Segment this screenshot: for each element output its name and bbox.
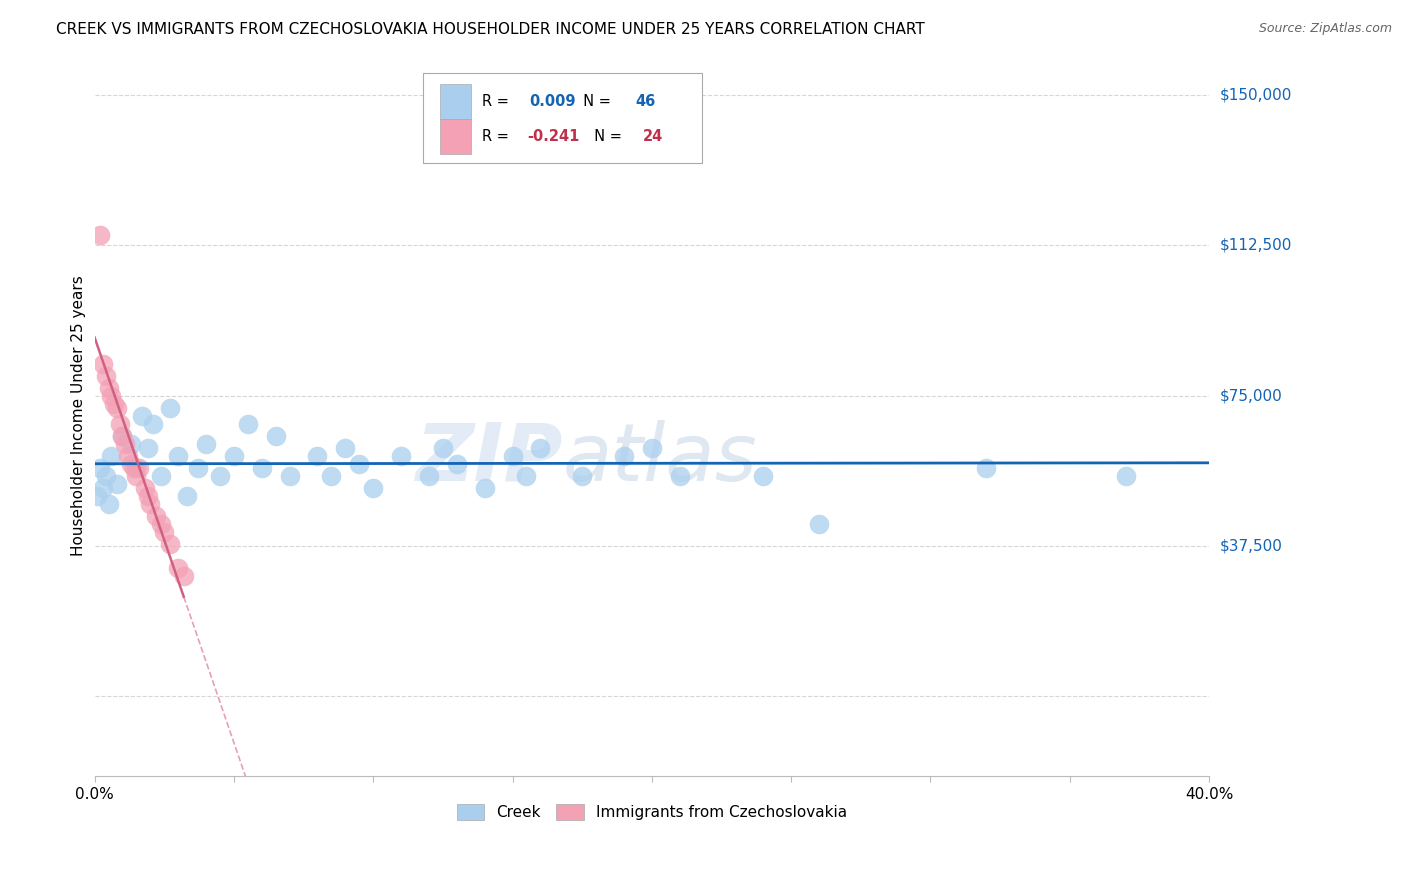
- Point: [515, 468, 537, 483]
- Point: [389, 449, 412, 463]
- Point: [208, 468, 231, 483]
- Point: [173, 569, 195, 583]
- Point: [176, 489, 198, 503]
- Point: [361, 481, 384, 495]
- Point: [136, 489, 159, 503]
- Point: [159, 537, 181, 551]
- Point: [150, 516, 173, 531]
- Point: [97, 381, 120, 395]
- Point: [1115, 468, 1137, 483]
- Point: [502, 449, 524, 463]
- Text: R =: R =: [482, 95, 515, 109]
- Point: [668, 468, 690, 483]
- Point: [136, 441, 159, 455]
- Point: [103, 397, 125, 411]
- Point: [100, 449, 122, 463]
- Point: [167, 561, 190, 575]
- Point: [150, 468, 173, 483]
- Point: [94, 468, 117, 483]
- Point: [114, 436, 136, 450]
- Point: [91, 481, 114, 495]
- Point: [108, 417, 131, 431]
- Point: [89, 460, 111, 475]
- Point: [100, 389, 122, 403]
- Text: $112,500: $112,500: [1220, 238, 1292, 253]
- Text: $150,000: $150,000: [1220, 87, 1292, 103]
- Point: [307, 449, 329, 463]
- Point: [613, 449, 636, 463]
- Text: Source: ZipAtlas.com: Source: ZipAtlas.com: [1258, 22, 1392, 36]
- Point: [250, 460, 273, 475]
- Point: [105, 401, 128, 415]
- Text: R =: R =: [482, 129, 515, 144]
- Point: [153, 524, 176, 539]
- Y-axis label: Householder Income Under 25 years: Householder Income Under 25 years: [72, 276, 86, 556]
- Point: [117, 449, 139, 463]
- Point: [145, 508, 167, 523]
- Point: [187, 460, 209, 475]
- Point: [128, 460, 150, 475]
- Point: [474, 481, 496, 495]
- Point: [167, 449, 190, 463]
- Point: [222, 449, 245, 463]
- Point: [808, 516, 831, 531]
- Text: CREEK VS IMMIGRANTS FROM CZECHOSLOVAKIA HOUSEHOLDER INCOME UNDER 25 YEARS CORREL: CREEK VS IMMIGRANTS FROM CZECHOSLOVAKIA …: [56, 22, 925, 37]
- Point: [125, 460, 148, 475]
- Text: $37,500: $37,500: [1220, 539, 1284, 553]
- Point: [641, 441, 664, 455]
- Point: [86, 489, 108, 503]
- Point: [278, 468, 301, 483]
- Point: [571, 468, 593, 483]
- Point: [125, 468, 148, 483]
- Text: atlas: atlas: [562, 420, 758, 498]
- Point: [432, 441, 454, 455]
- Bar: [440, 85, 471, 119]
- Point: [97, 497, 120, 511]
- Legend: Creek, Immigrants from Czechoslovakia: Creek, Immigrants from Czechoslovakia: [450, 798, 853, 826]
- Point: [974, 460, 997, 475]
- Text: ZIP: ZIP: [415, 420, 562, 498]
- Point: [89, 228, 111, 243]
- Point: [120, 436, 142, 450]
- Text: N =: N =: [574, 95, 616, 109]
- Point: [142, 417, 165, 431]
- Point: [321, 468, 343, 483]
- Text: $75,000: $75,000: [1220, 388, 1282, 403]
- Point: [195, 436, 218, 450]
- Point: [105, 476, 128, 491]
- Point: [264, 428, 287, 442]
- Point: [529, 441, 551, 455]
- Text: 24: 24: [643, 129, 664, 144]
- Point: [91, 357, 114, 371]
- Text: 46: 46: [636, 95, 655, 109]
- Point: [446, 457, 468, 471]
- Point: [139, 497, 162, 511]
- Point: [349, 457, 371, 471]
- FancyBboxPatch shape: [423, 73, 702, 163]
- Point: [752, 468, 775, 483]
- Text: -0.241: -0.241: [527, 129, 579, 144]
- Point: [122, 460, 145, 475]
- Point: [236, 417, 259, 431]
- Text: N =: N =: [585, 129, 627, 144]
- Point: [120, 457, 142, 471]
- Point: [94, 368, 117, 383]
- Point: [111, 428, 134, 442]
- Text: 0.009: 0.009: [529, 95, 575, 109]
- Bar: [440, 120, 471, 153]
- Point: [131, 409, 153, 423]
- Point: [111, 428, 134, 442]
- Point: [335, 441, 357, 455]
- Point: [159, 401, 181, 415]
- Point: [418, 468, 440, 483]
- Point: [134, 481, 156, 495]
